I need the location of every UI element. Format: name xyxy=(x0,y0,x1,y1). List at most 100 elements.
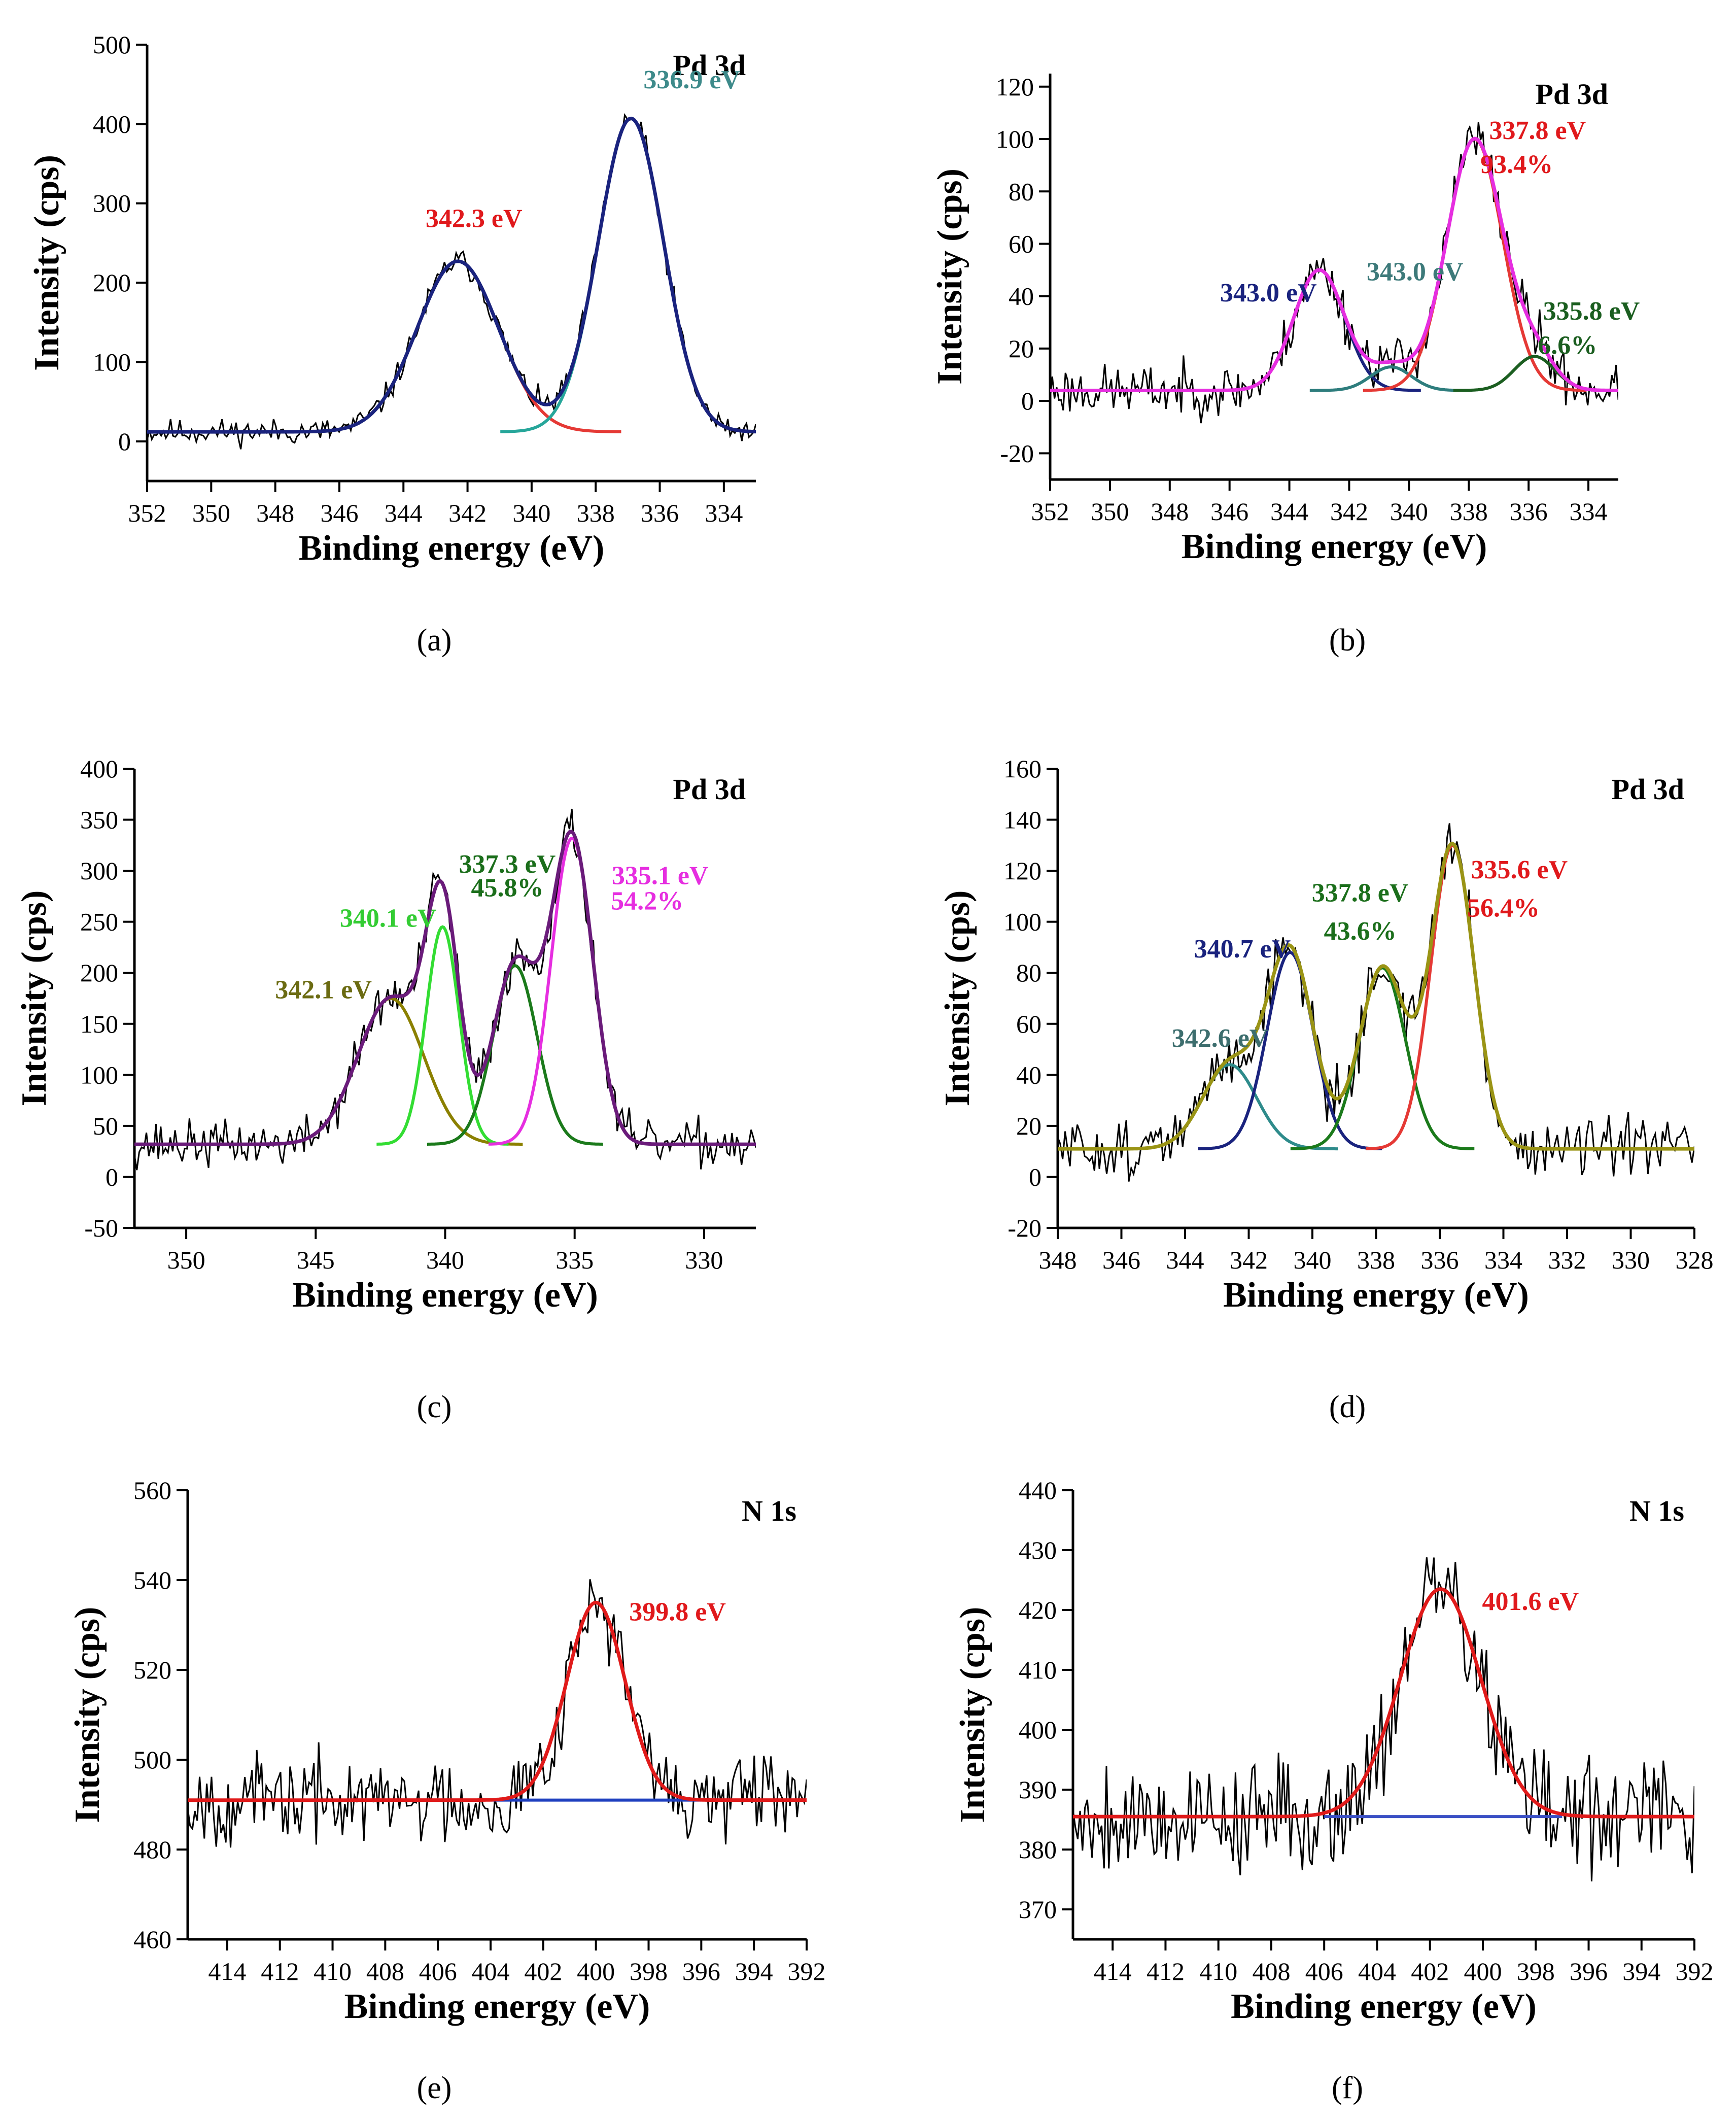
peak-annotation: 343.0 eV xyxy=(1367,258,1464,287)
y-tick-label: 440 xyxy=(1019,1476,1057,1504)
y-axis-label: Intensity (cps) xyxy=(938,891,977,1107)
x-tick-label: 344 xyxy=(385,499,423,527)
x-tick-label: 410 xyxy=(1199,1957,1237,1986)
x-tick-label: 334 xyxy=(705,499,743,527)
x-tick-label: 350 xyxy=(192,499,230,527)
fit-envelope xyxy=(1050,136,1618,392)
raw-data-series xyxy=(188,1579,807,1848)
x-tick-label: 334 xyxy=(1484,1246,1522,1274)
x-tick-label: 408 xyxy=(1252,1957,1290,1986)
y-tick-label: 100 xyxy=(80,1060,118,1089)
x-axis-label: Binding energy (eV) xyxy=(299,529,605,568)
y-tick-label: 100 xyxy=(1003,908,1041,936)
x-axis-label: Binding energy (eV) xyxy=(1223,1276,1529,1315)
chart-panel-c: 350 345 340 335 330 -50 0 50 100 150 200 250 300 350 4… xyxy=(15,755,756,1424)
x-tick-label: 392 xyxy=(788,1957,826,1986)
y-axis-label: Intensity (cps) xyxy=(930,168,969,385)
x-tick-label: 340 xyxy=(426,1246,464,1274)
chart-title: Pd 3d xyxy=(1536,78,1608,111)
y-tick-label: 140 xyxy=(1003,806,1041,834)
peak-annotation: 335.1 eV xyxy=(612,861,709,890)
y-tick-label: 540 xyxy=(133,1566,171,1594)
y-tick-label: 420 xyxy=(1019,1596,1057,1624)
y-tick-label: 460 xyxy=(133,1925,171,1954)
y-tick-label: 380 xyxy=(1019,1835,1057,1864)
y-tick-label: 500 xyxy=(93,30,131,59)
fit-envelope xyxy=(147,116,756,434)
plot-area xyxy=(134,808,756,1171)
y-tick-label: 0 xyxy=(106,1162,118,1191)
x-tick-label: 328 xyxy=(1676,1246,1714,1274)
peak-annotation: 6.6% xyxy=(1538,331,1597,360)
x-axis-label: Binding energy (eV) xyxy=(292,1276,598,1315)
y-tick-label: 500 xyxy=(133,1745,171,1774)
x-tick-label: 344 xyxy=(1166,1246,1204,1274)
peak-annotation: 336.9 eV xyxy=(643,65,740,94)
x-tick-label: 336 xyxy=(1510,497,1548,526)
y-tick-label: 0 xyxy=(1029,1162,1041,1191)
y-tick-label: 0 xyxy=(1021,387,1034,415)
y-tick-label: 120 xyxy=(1003,857,1041,885)
x-tick-label: 398 xyxy=(630,1957,668,1986)
raw-data-series xyxy=(1058,823,1694,1182)
fit-envelope xyxy=(1073,1587,1694,1819)
peak-annotation: 335.6 eV xyxy=(1471,855,1568,884)
x-tick-label: 396 xyxy=(682,1957,720,1986)
y-tick-label: 100 xyxy=(93,348,131,376)
y-tick-label: 400 xyxy=(80,755,118,783)
chart-panel-b: 352 350 348 346 344 342 340 338 336 334 -20 0 20 40 60… xyxy=(930,73,1640,658)
x-tick-label: 346 xyxy=(1210,497,1248,526)
chart-title: N 1s xyxy=(1629,1494,1684,1527)
x-tick-label: 340 xyxy=(512,499,550,527)
x-tick-label: 392 xyxy=(1676,1957,1714,1986)
peak-annotation: 43.6% xyxy=(1324,917,1397,946)
x-tick-label: 412 xyxy=(1147,1957,1185,1986)
x-tick-label: 400 xyxy=(1464,1957,1502,1986)
chart-title: Pd 3d xyxy=(673,49,746,82)
y-tick-label: 400 xyxy=(93,110,131,138)
y-tick-label: 80 xyxy=(1009,177,1034,206)
x-tick-label: 352 xyxy=(1031,497,1069,526)
peak-annotation: 399.8 eV xyxy=(629,1598,726,1627)
y-axis-label: Intensity (cps) xyxy=(953,1607,992,1823)
plot-area xyxy=(1073,1557,1694,1881)
x-tick-label: 396 xyxy=(1570,1957,1608,1986)
x-tick-label: 414 xyxy=(1094,1957,1132,1986)
x-tick-label: 402 xyxy=(524,1957,562,1986)
peak-annotation: 93.4% xyxy=(1480,150,1553,179)
x-tick-label: 402 xyxy=(1411,1957,1449,1986)
x-tick-label: 412 xyxy=(261,1957,299,1986)
fit-envelope xyxy=(134,829,756,1146)
component-peak-2 xyxy=(1198,950,1382,1150)
y-tick-label: 300 xyxy=(93,189,131,218)
panel-caption: (c) xyxy=(417,1390,452,1424)
x-tick-label: 338 xyxy=(1450,497,1488,526)
chart-title: Pd 3d xyxy=(1612,773,1684,806)
chart-panel-e: 414 412 410 408 406 404 402 400 398 396 394 392 460 4… xyxy=(68,1476,826,2105)
y-tick-label: 120 xyxy=(996,73,1034,101)
peak-annotation: 340.7 eV xyxy=(1194,935,1291,964)
y-tick-label: -20 xyxy=(1008,1214,1041,1242)
peak-annotation: 342.6 eV xyxy=(1172,1024,1269,1053)
y-axis-label: Intensity (cps) xyxy=(27,155,66,371)
y-tick-label: 520 xyxy=(133,1656,171,1684)
y-tick-label: 200 xyxy=(80,959,118,987)
x-tick-label: 330 xyxy=(1612,1246,1650,1274)
peak-annotation: 337.3 eV xyxy=(459,850,556,879)
y-tick-label: 200 xyxy=(93,268,131,297)
panel-caption: (f) xyxy=(1332,2071,1363,2105)
chart-title: N 1s xyxy=(742,1494,796,1527)
plot-area xyxy=(147,113,756,450)
panel-caption: (e) xyxy=(417,2071,452,2105)
peak-annotation: 54.2% xyxy=(611,887,683,916)
y-tick-label: 390 xyxy=(1019,1775,1057,1804)
y-tick-label: 350 xyxy=(80,806,118,834)
x-tick-label: 340 xyxy=(1294,1246,1332,1274)
x-tick-label: 340 xyxy=(1390,497,1428,526)
peak-annotation: 342.1 eV xyxy=(275,976,372,1005)
peak-annotation: 337.8 eV xyxy=(1312,878,1409,907)
peak-annotation: 56.4% xyxy=(1467,894,1540,923)
peak-annotation: 45.8% xyxy=(471,873,544,902)
x-tick-label: 410 xyxy=(314,1957,352,1986)
y-tick-label: 560 xyxy=(133,1476,171,1504)
